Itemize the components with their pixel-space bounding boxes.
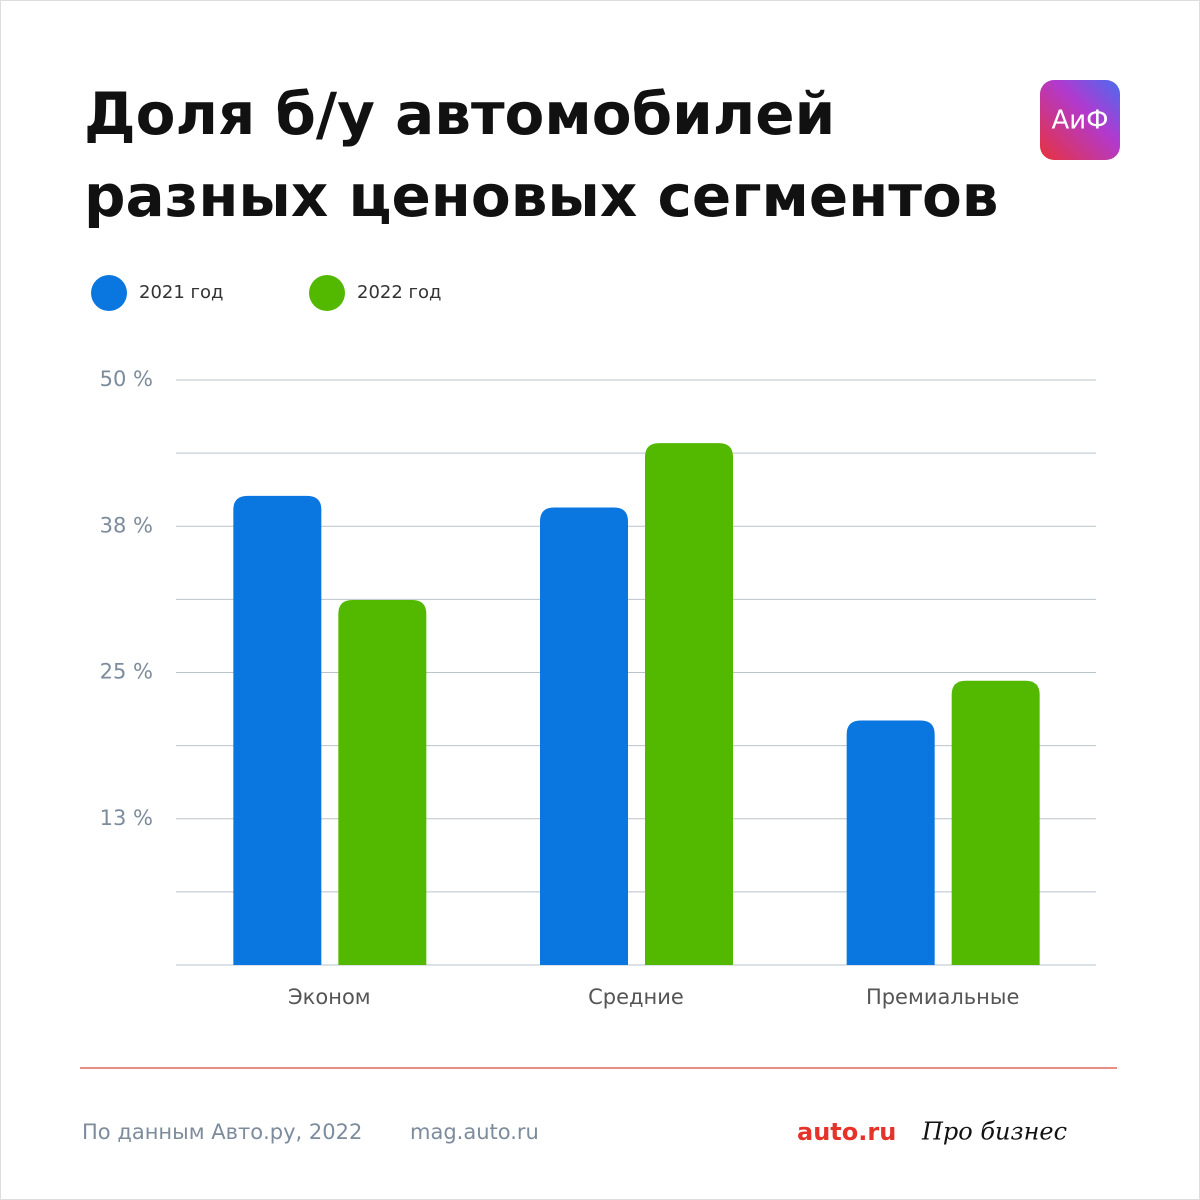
x-tick-label: Средние bbox=[588, 985, 684, 1009]
chart-title: разных ценовых сегментов bbox=[84, 162, 999, 230]
bar bbox=[846, 720, 935, 965]
legend-label: 2021 год bbox=[139, 282, 223, 303]
bar bbox=[233, 495, 322, 965]
bar bbox=[338, 599, 427, 965]
logo-text: АиФ bbox=[1051, 106, 1108, 136]
y-tick-label: 25 % bbox=[100, 660, 153, 684]
brand2: Про бизнес bbox=[921, 1118, 1067, 1146]
chart-title: Доля б/у автомобилей bbox=[84, 80, 835, 148]
y-tick-label: 13 % bbox=[100, 806, 153, 830]
bar bbox=[540, 507, 628, 965]
x-tick-label: Эконом bbox=[288, 985, 371, 1009]
bar bbox=[951, 680, 1040, 965]
source: По данным Авто.ру, 2022 bbox=[82, 1120, 362, 1144]
legend-label: 2022 год bbox=[357, 282, 441, 303]
legend-swatch bbox=[91, 275, 127, 311]
logo bbox=[1040, 80, 1120, 160]
bar bbox=[645, 443, 733, 965]
y-tick-label: 38 % bbox=[100, 513, 153, 537]
site: mag.auto.ru bbox=[410, 1120, 539, 1144]
x-tick-label: Премиальные bbox=[866, 985, 1019, 1009]
brand: auto.ru bbox=[797, 1118, 896, 1146]
y-tick-label: 50 % bbox=[100, 367, 153, 391]
legend-swatch bbox=[309, 275, 345, 311]
